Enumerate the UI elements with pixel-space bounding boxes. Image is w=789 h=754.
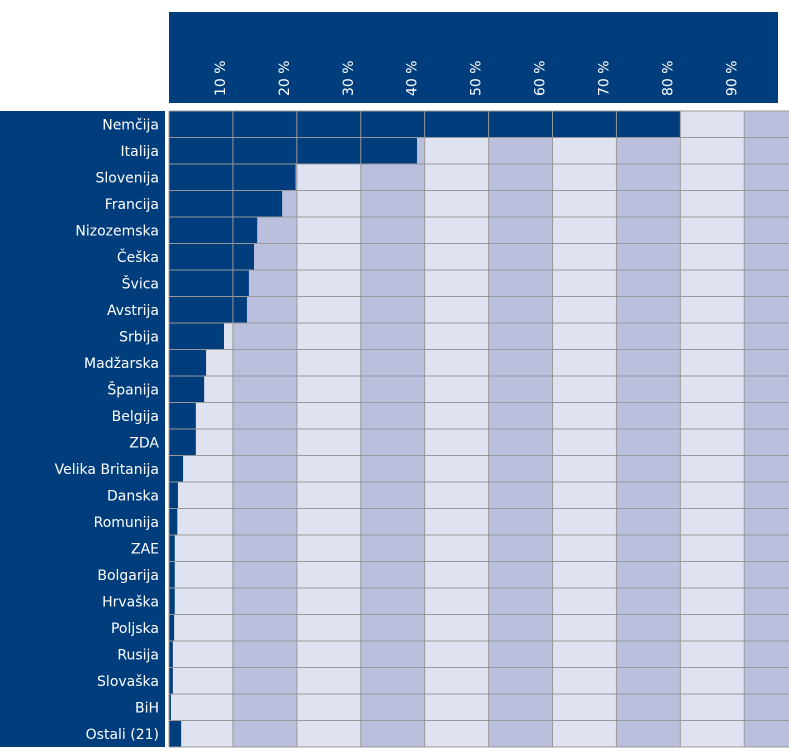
y-tick-label: Slovaška [97, 674, 159, 690]
y-tick-label: Švica [122, 274, 159, 292]
x-tick-label: 60 % [533, 60, 549, 96]
bar [169, 270, 249, 297]
bar [169, 296, 247, 323]
bar [169, 535, 175, 562]
y-tick-label: Poljska [111, 621, 159, 637]
bar [169, 190, 283, 217]
bar [169, 614, 175, 641]
bar [169, 561, 175, 588]
x-tick-label: 20 % [277, 60, 293, 96]
x-tick-label: 30 % [341, 60, 357, 96]
y-tick-label: Nemčija [102, 117, 159, 133]
y-tick-label: Romunija [94, 515, 159, 531]
bar [169, 720, 182, 747]
y-tick-label: Slovenija [96, 170, 159, 186]
bar [169, 455, 184, 482]
x-tick-label: 90 % [724, 60, 740, 96]
x-tick-label: 10 % [213, 60, 229, 96]
y-tick-label: Bolgarija [97, 568, 159, 584]
y-tick-label: Češka [117, 248, 159, 266]
y-tick-label: Madžarska [84, 356, 159, 372]
bar [169, 323, 224, 350]
bar [169, 641, 173, 668]
bar [169, 482, 178, 509]
y-tick-label: BiH [135, 700, 159, 716]
y-tick-label: Avstrija [107, 303, 159, 319]
bar [169, 376, 205, 403]
bar [169, 694, 171, 721]
x-tick-label: 70 % [596, 60, 612, 96]
y-tick-label: ZAE [131, 541, 159, 557]
y-tick-label: ZDA [129, 435, 159, 451]
x-tick-label: 80 % [660, 60, 676, 96]
y-tick-label: Španija [107, 380, 159, 398]
x-tick-label: 40 % [405, 60, 421, 96]
y-tick-label: Danska [107, 488, 159, 504]
bar [169, 588, 175, 615]
bar [169, 508, 178, 535]
y-tick-label: Belgija [112, 409, 159, 425]
y-tick-label: Italija [121, 144, 159, 160]
bar [169, 429, 196, 456]
bar [169, 164, 296, 191]
bar [169, 667, 173, 694]
bar [169, 137, 417, 164]
y-tick-label: Rusija [117, 647, 159, 663]
x-tick-label: 50 % [469, 60, 485, 96]
bar [169, 402, 196, 429]
y-tick-label: Hrvaška [102, 594, 159, 610]
label-column [0, 111, 165, 747]
y-tick-label: Srbija [119, 329, 159, 345]
y-tick-label: Nizozemska [75, 223, 159, 239]
header [169, 12, 778, 103]
y-tick-label: Ostali (21) [86, 727, 159, 743]
bar [169, 243, 255, 270]
bar [169, 217, 258, 244]
bar [169, 349, 207, 376]
y-tick-label: Velika Britanija [55, 462, 159, 478]
y-tick-label: Francija [105, 197, 159, 213]
